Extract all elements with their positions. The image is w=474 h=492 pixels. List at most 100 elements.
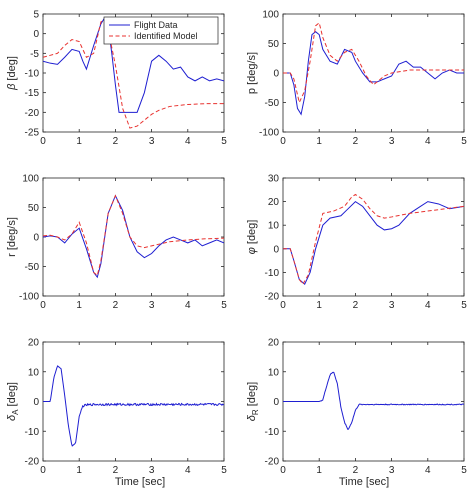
series-line-identified-model	[283, 193, 464, 286]
y-tick-label: 100	[262, 10, 279, 21]
y-tick-label: -10	[265, 427, 280, 438]
plot-area	[42, 341, 225, 462]
y-axis-label: δA [deg]	[6, 382, 20, 421]
x-tick-label: 4	[185, 300, 191, 311]
y-tick-label: 0	[33, 397, 39, 408]
x-tick-label: 2	[113, 300, 119, 311]
y-tick-label: 0	[273, 397, 279, 408]
panel-r: 0 1 2 3 4 5 100 50 0 -50 -100 r [deg/s]	[6, 174, 227, 312]
y-tick-label: 0	[273, 69, 279, 80]
x-tick-label: 1	[316, 300, 322, 311]
y-axis-label: r [deg/s]	[6, 217, 18, 257]
y-axis-label: φ [deg]	[246, 220, 258, 255]
y-tick-label: 50	[28, 203, 40, 214]
x-tick-label: 5	[221, 465, 227, 476]
x-tick-label: 2	[353, 465, 359, 476]
y-tick-label: 5	[33, 10, 39, 21]
y-axis-label: β [deg]	[6, 56, 18, 91]
x-tick-label: 4	[425, 300, 431, 311]
x-tick-label: 3	[149, 300, 155, 311]
y-tick-label: 0	[273, 244, 279, 255]
x-tick-label: 0	[280, 300, 286, 311]
x-tick-label: 0	[40, 300, 46, 311]
plot-area	[282, 177, 465, 297]
y-tick-label: 10	[28, 367, 40, 378]
legend-entry: Identified Model	[134, 31, 198, 41]
y-tick-label: 20	[268, 197, 280, 208]
series-line-identified-model	[43, 194, 224, 277]
panel-beta: 0 1 2 3 4 5 5 0 -5 -10 -15 -20 -25 β [deg] Flight Data…	[6, 10, 227, 148]
y-tick-label: -10	[265, 268, 280, 279]
series-line-flight-data	[43, 16, 224, 113]
x-tick-label: 0	[40, 136, 46, 147]
y-tick-label: -50	[25, 262, 40, 273]
y-tick-label: -20	[25, 457, 40, 468]
x-tick-label: 2	[353, 300, 359, 311]
x-tick-label: 4	[185, 136, 191, 147]
plot-area	[282, 341, 465, 462]
y-tick-label: 0	[33, 233, 39, 244]
y-tick-label: -100	[19, 292, 39, 303]
x-tick-label: 2	[113, 465, 119, 476]
y-tick-label: 10	[268, 367, 280, 378]
series-line-identified-model	[283, 21, 464, 105]
y-tick-label: -10	[25, 427, 40, 438]
x-tick-label: 3	[389, 300, 395, 311]
x-tick-label: 1	[316, 136, 322, 147]
y-tick-label: -20	[265, 457, 280, 468]
y-tick-label: 100	[22, 174, 39, 185]
y-tick-label: -15	[25, 88, 40, 99]
x-axis-label-left: Time [sec]	[115, 476, 165, 488]
x-tick-label: 1	[316, 465, 322, 476]
legend-box	[103, 16, 219, 45]
x-tick-label: 5	[221, 300, 227, 311]
x-tick-label: 2	[113, 136, 119, 147]
y-tick-label: -10	[25, 69, 40, 80]
x-tick-label: 5	[461, 300, 467, 311]
x-tick-label: 0	[280, 465, 286, 476]
x-tick-label: 0	[280, 136, 286, 147]
y-tick-label: -25	[25, 128, 40, 139]
x-tick-label: 1	[76, 300, 82, 311]
y-axis-label: δR [deg]	[246, 382, 260, 421]
y-tick-label: 20	[268, 338, 280, 349]
legend-entry: Flight Data	[134, 20, 178, 30]
y-tick-label: 30	[268, 174, 280, 185]
x-tick-label: 3	[149, 465, 155, 476]
y-tick-label: 50	[268, 39, 280, 50]
y-tick-label: 0	[33, 29, 39, 40]
y-tick-label: 20	[28, 338, 40, 349]
x-tick-label: 2	[353, 136, 359, 147]
plot-area	[282, 13, 465, 133]
x-tick-label: 3	[389, 136, 395, 147]
x-tick-label: 4	[425, 136, 431, 147]
panel-delta-a: 0 1 2 3 4 5 20 10 0 -10 -20 δA [deg]	[6, 338, 227, 477]
x-axis-label-right: Time [sec]	[339, 476, 389, 488]
x-tick-label: 3	[389, 465, 395, 476]
x-tick-label: 1	[76, 136, 82, 147]
x-tick-label: 5	[221, 136, 227, 147]
y-tick-label: -20	[25, 108, 40, 119]
x-tick-label: 5	[461, 136, 467, 147]
x-tick-label: 4	[185, 465, 191, 476]
plot-area	[42, 177, 225, 297]
y-tick-label: -20	[265, 292, 280, 303]
y-axis-label: p [deg/s]	[246, 52, 258, 94]
series-line-flight-data	[283, 371, 464, 430]
panel-p: 0 1 2 3 4 5 100 50 0 -50 -100 p [deg/s]	[246, 10, 467, 148]
x-tick-label: 0	[40, 465, 46, 476]
y-tick-label: 10	[268, 221, 280, 232]
x-tick-label: 3	[149, 136, 155, 147]
series-line-flight-data	[283, 31, 464, 116]
y-tick-label: -50	[265, 98, 280, 109]
x-tick-label: 5	[461, 465, 467, 476]
panel-delta-r: 0 1 2 3 4 5 20 10 0 -10 -20 δR [deg]	[246, 338, 467, 477]
y-tick-label: -5	[30, 49, 39, 60]
x-tick-label: 4	[425, 465, 431, 476]
series-line-flight-data	[43, 365, 224, 447]
x-tick-label: 1	[76, 465, 82, 476]
series-line-identified-model	[43, 19, 224, 129]
panel-phi: 0 1 2 3 4 5 30 20 10 0 -10 -20 φ [deg]	[246, 174, 467, 312]
